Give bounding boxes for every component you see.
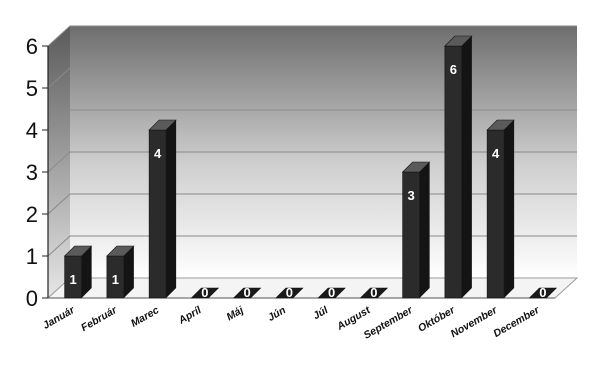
bar-top [317, 287, 346, 299]
bar-top [275, 287, 304, 299]
data-label: 0 [539, 285, 546, 300]
y-tick-label: 4 [26, 118, 38, 143]
bar-side [419, 162, 430, 298]
bar-top [528, 287, 558, 299]
y-tick-label: 3 [26, 160, 38, 185]
gridline [47, 109, 577, 131]
x-tick-label: September [362, 304, 416, 342]
bar-side [81, 246, 92, 298]
bar-side [504, 120, 515, 298]
data-label: 0 [201, 285, 208, 300]
data-label: 1 [70, 272, 77, 287]
data-label: 0 [328, 285, 335, 300]
bar-top [106, 245, 135, 257]
y-tick-label: 5 [26, 76, 38, 101]
bar-top [359, 287, 389, 299]
x-tick-label: December [491, 304, 542, 340]
gridline [47, 25, 577, 47]
bar-top [401, 161, 431, 173]
bar-side [461, 36, 472, 298]
data-label: 3 [408, 188, 415, 203]
x-tick-label: Júl [311, 304, 331, 323]
x-tick-label: Január [41, 304, 78, 332]
data-label: 0 [286, 285, 293, 300]
bar-top [232, 287, 262, 299]
data-label: 6 [450, 62, 457, 77]
x-tick-label: November [449, 304, 500, 341]
x-tick-label: Apríl [176, 304, 205, 327]
data-label: 4 [154, 146, 162, 161]
bar [444, 45, 463, 299]
x-tick-label: Máj [224, 304, 246, 324]
y-tick-label: 6 [26, 34, 38, 59]
bar-top [486, 119, 515, 131]
data-label: 1 [112, 272, 119, 287]
y-tick-label: 1 [26, 244, 38, 269]
data-label: 0 [244, 285, 251, 300]
bar-side [166, 120, 177, 298]
bar-top [148, 119, 177, 131]
data-label: 4 [492, 146, 500, 161]
bar-top [63, 245, 93, 257]
y-tick-label: 2 [26, 202, 38, 227]
y-tick-label: 0 [26, 286, 38, 311]
bar-top [444, 35, 473, 47]
gridline [47, 151, 577, 173]
bar-top [190, 287, 220, 299]
x-tick-label: Február [79, 304, 120, 334]
x-tick-label: Marec [129, 304, 161, 330]
x-tick-label: Jún [266, 304, 288, 324]
bar-side [123, 246, 134, 298]
data-label: 0 [370, 285, 377, 300]
gridline [47, 67, 577, 89]
